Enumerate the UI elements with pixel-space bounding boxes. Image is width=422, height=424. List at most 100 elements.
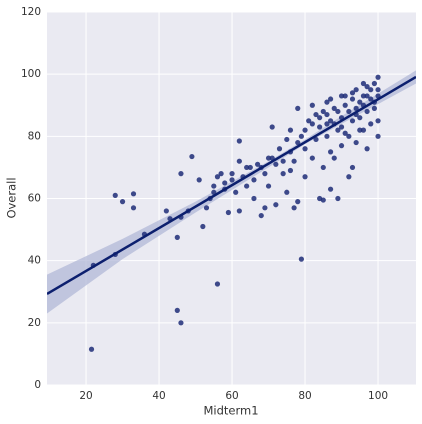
point [262,205,268,211]
y-tick-label: 20 [28,317,41,329]
point [284,189,290,195]
point [88,346,95,352]
point [222,180,228,186]
y-tick-label: 80 [28,130,41,142]
point [357,127,363,133]
point [302,174,308,180]
point [302,146,308,152]
point [262,171,268,177]
point [112,192,118,198]
point [229,177,235,183]
point [291,158,297,164]
point [371,105,377,111]
point [342,93,348,99]
point [327,118,334,124]
point [298,256,304,262]
x-axis-label: Midterm1 [203,404,258,418]
point [353,87,359,93]
point [346,108,352,115]
point [324,121,330,127]
point [360,80,367,87]
point [174,307,180,313]
point [273,202,279,208]
point [375,118,381,124]
point [327,96,334,102]
point [244,164,250,171]
point [338,93,345,99]
point [346,174,352,180]
point [375,74,381,80]
point [371,80,377,87]
y-tick-label: 0 [34,379,41,391]
x-tick-label: 20 [79,390,92,402]
point [295,139,301,146]
point [309,155,315,161]
point [251,195,257,202]
y-tick-label: 120 [21,6,41,18]
point [218,171,224,177]
point [236,138,242,144]
point [269,124,275,130]
point [247,164,253,171]
point [309,102,315,108]
x-tick-label: 100 [368,390,388,402]
point [375,87,381,93]
point [368,96,374,102]
point [338,143,345,149]
point [273,161,279,167]
point [360,127,367,133]
point [368,121,374,127]
point [364,84,370,90]
point [298,133,304,139]
point [265,183,272,189]
point [295,105,301,111]
point [163,208,169,214]
point [324,111,330,118]
y-tick-label: 100 [21,68,41,80]
point [233,189,239,195]
point [338,124,345,130]
point [342,130,348,136]
point [335,127,341,133]
point [324,133,330,139]
point [353,105,359,111]
point [130,205,137,211]
point [317,124,323,130]
point [229,171,235,177]
x-tick-label: 80 [298,390,311,402]
point [313,111,319,118]
point [295,199,301,205]
point [189,153,195,160]
point [309,121,315,127]
point [368,87,374,93]
point [211,183,217,189]
point [320,197,326,203]
point [364,93,370,99]
y-tick-label: 40 [28,255,41,267]
point [265,155,272,161]
point [320,108,326,115]
point [254,161,261,167]
point [349,90,356,96]
point [346,133,352,139]
point [375,133,381,139]
regression-line [47,75,416,296]
point [178,171,184,177]
point [287,167,294,174]
point [244,183,250,189]
point [236,158,242,164]
point [284,136,290,143]
point [174,234,180,240]
point [335,108,341,115]
point [119,199,126,205]
point [280,158,286,164]
point [320,164,326,171]
point [287,127,294,133]
point [331,105,337,111]
point [306,118,312,124]
point [360,93,367,99]
x-tick-label: 60 [225,390,238,402]
y-tick-label: 60 [28,193,41,205]
point [225,209,231,216]
point [236,208,242,214]
